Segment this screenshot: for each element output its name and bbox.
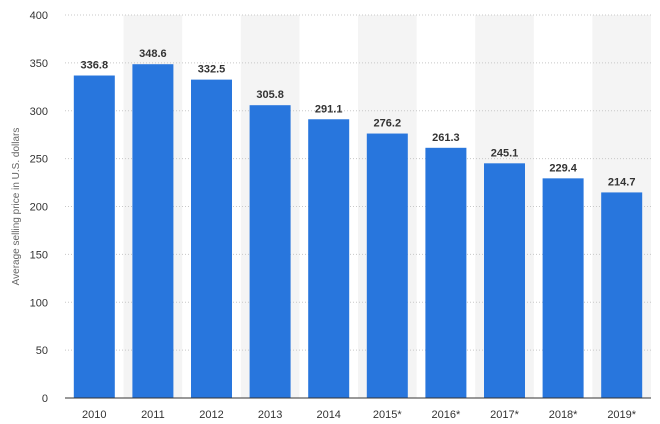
bar bbox=[484, 163, 525, 398]
data-label: 261.3 bbox=[432, 132, 460, 144]
y-tick-label: 150 bbox=[30, 249, 48, 261]
bar bbox=[249, 105, 291, 398]
bar bbox=[542, 178, 584, 398]
data-label: 336.8 bbox=[81, 60, 109, 72]
bar bbox=[366, 133, 408, 398]
bar bbox=[191, 79, 232, 398]
y-tick-label: 100 bbox=[30, 297, 48, 309]
x-tick-label: 2011 bbox=[141, 409, 165, 421]
bar bbox=[601, 192, 643, 398]
y-tick-label: 300 bbox=[30, 106, 48, 118]
x-tick-label: 2015* bbox=[373, 409, 402, 421]
x-axis-ticks: 2010 2011 2012 2013 2014 2015* 2016* 2017* 2018*… bbox=[82, 409, 637, 421]
data-label: 245.1 bbox=[491, 147, 519, 159]
x-tick-label: 2019* bbox=[607, 409, 636, 421]
bar bbox=[425, 147, 467, 398]
y-tick-label: 50 bbox=[36, 345, 48, 357]
bar bbox=[132, 64, 174, 398]
data-label: 291.1 bbox=[315, 103, 343, 115]
data-labels: 336.8 348.6 332.5 305.8 291.1 276.2 261.3 245.1… bbox=[81, 48, 636, 188]
y-tick-label: 0 bbox=[42, 393, 48, 405]
bars bbox=[73, 64, 643, 398]
data-label: 332.5 bbox=[198, 64, 226, 76]
x-tick-label: 2017* bbox=[490, 409, 519, 421]
y-tick-label: 200 bbox=[30, 202, 48, 214]
y-axis-ticks: 0 50 100 150 200 250 300 350 400 bbox=[30, 10, 48, 405]
y-tick-label: 400 bbox=[30, 10, 48, 22]
bar bbox=[73, 75, 115, 398]
x-tick-label: 2018* bbox=[549, 409, 578, 421]
y-axis-label: Average selling price in U.S. dollars bbox=[11, 128, 22, 286]
data-label: 276.2 bbox=[374, 118, 402, 130]
data-label: 229.4 bbox=[549, 162, 577, 174]
data-label: 214.7 bbox=[608, 176, 636, 188]
data-label: 305.8 bbox=[256, 89, 284, 101]
data-label: 348.6 bbox=[139, 48, 167, 60]
x-tick-label: 2013 bbox=[258, 409, 282, 421]
y-tick-label: 250 bbox=[30, 154, 48, 166]
x-tick-label: 2012 bbox=[199, 409, 223, 421]
x-tick-label: 2016* bbox=[432, 409, 461, 421]
x-tick-label: 2014 bbox=[316, 409, 340, 421]
y-tick-label: 350 bbox=[30, 58, 48, 70]
x-tick-label: 2010 bbox=[82, 409, 106, 421]
bar bbox=[308, 119, 350, 398]
